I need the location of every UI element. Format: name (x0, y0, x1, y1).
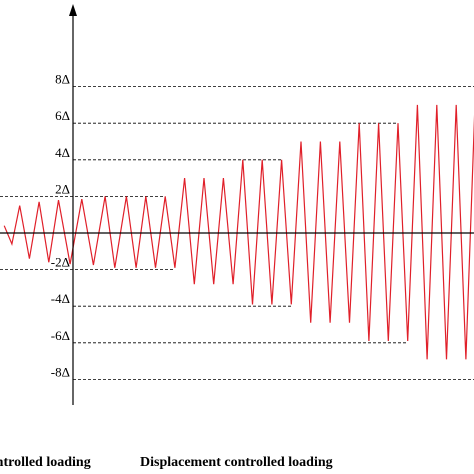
y-tick-label: 2Δ (55, 181, 70, 196)
y-tick-label: -8Δ (51, 364, 70, 379)
y-tick-label: -4Δ (51, 291, 70, 306)
loading-curve (3, 104, 474, 360)
reference-lines (0, 86, 474, 380)
loading-curve-line (3, 104, 474, 360)
axes (0, 4, 474, 405)
phase-labels: Force controlled loading Displacement co… (0, 455, 333, 470)
y-tick-label: -6Δ (51, 328, 70, 343)
y-tick-label: 4Δ (55, 145, 70, 160)
y-tick-label: -2Δ (51, 255, 70, 270)
phase-label-displacement: Displacement controlled loading (140, 455, 333, 470)
phase-label-force: Force controlled loading (0, 455, 91, 470)
y-tick-label: 6Δ (55, 108, 70, 123)
y-tick-label: 8Δ (55, 72, 70, 87)
y-axis-arrowhead (69, 4, 77, 16)
y-tick-labels: 8Δ 6Δ 4Δ 2Δ -2Δ -4Δ -6Δ -8Δ (51, 72, 70, 380)
